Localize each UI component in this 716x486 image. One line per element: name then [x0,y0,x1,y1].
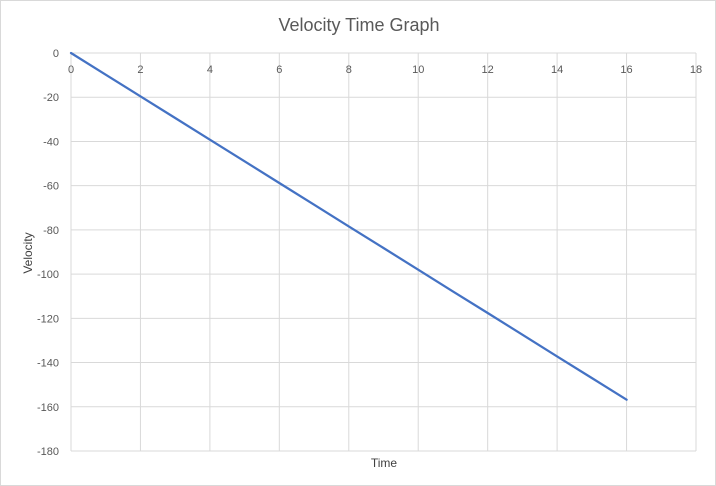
x-tick-label: 8 [346,64,352,76]
chart-title: Velocity Time Graph [278,15,439,35]
x-tick-label: 14 [551,64,563,76]
y-tick-label: -160 [37,402,59,414]
x-tick-label: 10 [412,64,424,76]
x-tick-labels: 0 2 4 6 8 10 12 14 16 18 [68,64,702,76]
x-tick-label: 0 [68,64,74,76]
y-tick-label: -100 [37,269,59,281]
y-tick-label: -120 [37,313,59,325]
x-tick-label: 2 [137,64,143,76]
gridlines [70,52,697,452]
x-axis-title: Time [371,456,398,470]
x-tick-label: 6 [276,64,282,76]
y-tick-label: -80 [43,225,59,237]
velocity-series-line [69,51,628,401]
x-tick-label: 4 [207,64,213,76]
y-axis-title: Velocity [21,232,35,273]
y-tick-label: -20 [43,92,59,104]
y-tick-label: -140 [37,358,59,370]
x-tick-label: 16 [620,64,632,76]
series-layer [69,51,628,401]
y-tick-labels: 0 -20 -40 -60 -80 -100 -120 -140 -160 -180 [37,48,59,458]
y-tick-label: 0 [53,48,59,60]
x-tick-label: 12 [482,64,494,76]
x-tick-label: 18 [690,64,702,76]
y-tick-label: -40 [43,136,59,148]
y-tick-label: -60 [43,181,59,193]
y-tick-label: -180 [37,446,59,458]
